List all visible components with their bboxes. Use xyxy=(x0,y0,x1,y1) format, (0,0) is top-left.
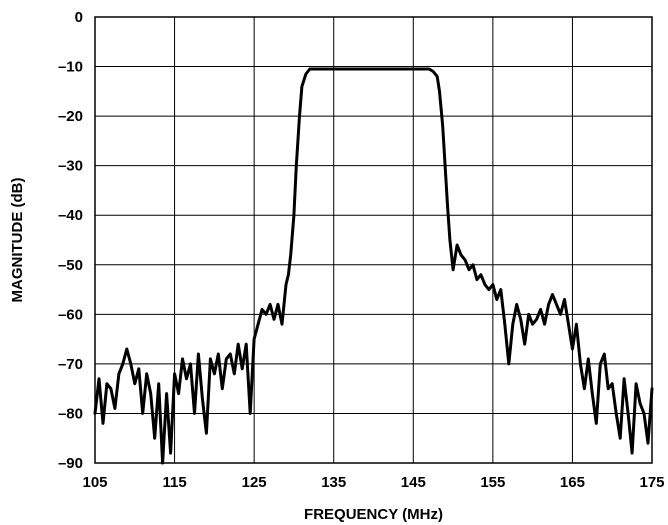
y-tick-labels: 0 –10 –20 –30 –40 –50 –60 –70 –80 –90 xyxy=(58,9,83,472)
y-tick-label: –80 xyxy=(58,405,83,422)
x-tick-label: 155 xyxy=(480,474,505,491)
series-layer xyxy=(93,67,654,465)
x-tick-label: 105 xyxy=(82,474,107,491)
y-tick-label: 0 xyxy=(75,9,83,26)
x-tick-label: 145 xyxy=(401,474,426,491)
x-tick-label: 175 xyxy=(639,474,664,491)
y-tick-label: –10 xyxy=(58,59,83,76)
y-tick-label: –30 xyxy=(58,158,83,175)
y-tick-label: –70 xyxy=(58,356,83,373)
y-axis-title: MAGNITUDE (dB) xyxy=(9,178,26,303)
x-tick-labels: 105 115 125 135 145 155 165 175 xyxy=(82,474,664,491)
y-tick-label: –90 xyxy=(58,455,83,472)
y-tick-label: –20 xyxy=(58,108,83,125)
y-tick-label: –40 xyxy=(58,207,83,224)
x-tick-label: 165 xyxy=(560,474,585,491)
y-tick-label: –50 xyxy=(58,257,83,274)
x-axis-title: FREQUENCY (MHz) xyxy=(304,506,443,523)
x-tick-label: 135 xyxy=(321,474,346,491)
plot-frame xyxy=(94,16,653,464)
y-tick-label: –60 xyxy=(58,306,83,323)
x-tick-label: 115 xyxy=(162,474,186,491)
series-line-magnitude xyxy=(93,67,654,465)
grid-lines xyxy=(95,17,652,463)
x-tick-label: 125 xyxy=(242,474,267,491)
